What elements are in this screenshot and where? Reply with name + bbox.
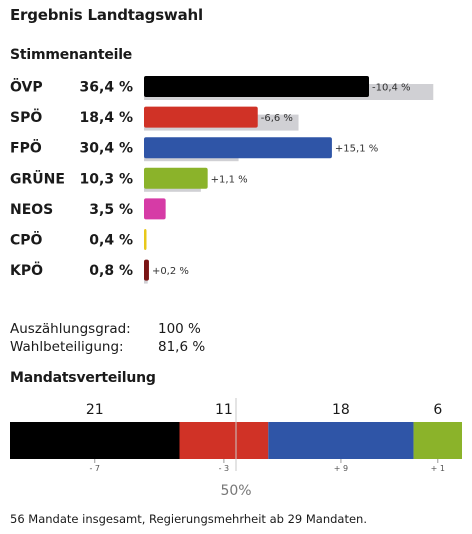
- vote-bar-fpoe: [144, 137, 332, 159]
- vote-bar-spoe: [144, 106, 258, 128]
- count-label: Auszählungsgrad:: [10, 321, 131, 337]
- vote-share-chart: ÖVP 36,4 % -10,4 % SPÖ 18,4 % -6,6 % FPÖ 30,4 %…: [10, 76, 434, 284]
- party-label-neos: NEOS: [10, 202, 53, 218]
- seat-count-gruene: 6: [433, 402, 442, 418]
- vote-share-label-spoe: 18,4 %: [80, 110, 133, 126]
- party-label-gruene: GRÜNE: [10, 169, 65, 187]
- seat-segment-gruene: [413, 422, 462, 459]
- vote-share-label-cpoe: 0,4 %: [89, 233, 133, 249]
- vote-share-label-kpoe: 0,8 %: [89, 263, 133, 279]
- party-label-spoe: SPÖ: [10, 108, 42, 126]
- seat-count-fpoe: 18: [332, 402, 350, 418]
- seat-segment-oevp: [10, 422, 180, 459]
- turnout-value: 81,6 %: [158, 339, 206, 355]
- seat-segment-spoe: [179, 422, 269, 459]
- vote-share-label-gruene: 10,3 %: [80, 171, 133, 187]
- change-label-spoe: -6,6 %: [261, 113, 293, 124]
- majority-label: 50%: [220, 483, 251, 499]
- seat-change-spoe: - 3: [219, 464, 230, 473]
- change-label-oevp: -10,4 %: [372, 83, 411, 94]
- mandates-heading: Mandatsverteilung: [10, 370, 156, 386]
- footer-note: 56 Mandate insgesamt, Regierungsmehrheit…: [10, 512, 367, 526]
- page-title: Ergebnis Landtagswahl: [10, 6, 203, 24]
- count-info: Auszählungsgrad: 100 % Wahlbeteiligung: …: [10, 320, 205, 356]
- seat-change-fpoe: + 9: [334, 464, 348, 473]
- vote-bar-kpoe: [144, 259, 149, 281]
- seat-count-oevp: 21: [86, 402, 104, 418]
- party-label-fpoe: FPÖ: [10, 139, 42, 157]
- vote-share-label-oevp: 36,4 %: [80, 80, 133, 96]
- party-label-kpoe: KPÖ: [10, 261, 43, 279]
- seat-segment-fpoe: [268, 422, 414, 459]
- votes-heading: Stimmenanteile: [10, 47, 133, 63]
- vote-bar-cpoe: [144, 229, 147, 250]
- change-label-fpoe: +15,1 %: [335, 144, 378, 155]
- party-label-cpoe: CPÖ: [10, 231, 43, 249]
- vote-share-label-fpoe: 30,4 %: [80, 141, 133, 157]
- change-label-gruene: +1,1 %: [211, 174, 248, 185]
- turnout-label: Wahlbeteiligung:: [10, 339, 124, 355]
- vote-bar-oevp: [144, 76, 369, 97]
- seat-count-spoe: 11: [215, 402, 233, 418]
- count-value: 100 %: [158, 321, 201, 337]
- vote-share-label-neos: 3,5 %: [89, 202, 133, 218]
- vote-bar-gruene: [144, 167, 208, 189]
- party-label-oevp: ÖVP: [10, 78, 43, 96]
- vote-bar-neos: [144, 198, 166, 220]
- change-label-kpoe: +0,2 %: [152, 266, 189, 277]
- seat-change-oevp: - 7: [89, 464, 100, 473]
- mandate-chart: 21 - 7 11 - 3 18 + 9 6 + 1 50%: [10, 398, 462, 499]
- seat-change-gruene: + 1: [431, 464, 445, 473]
